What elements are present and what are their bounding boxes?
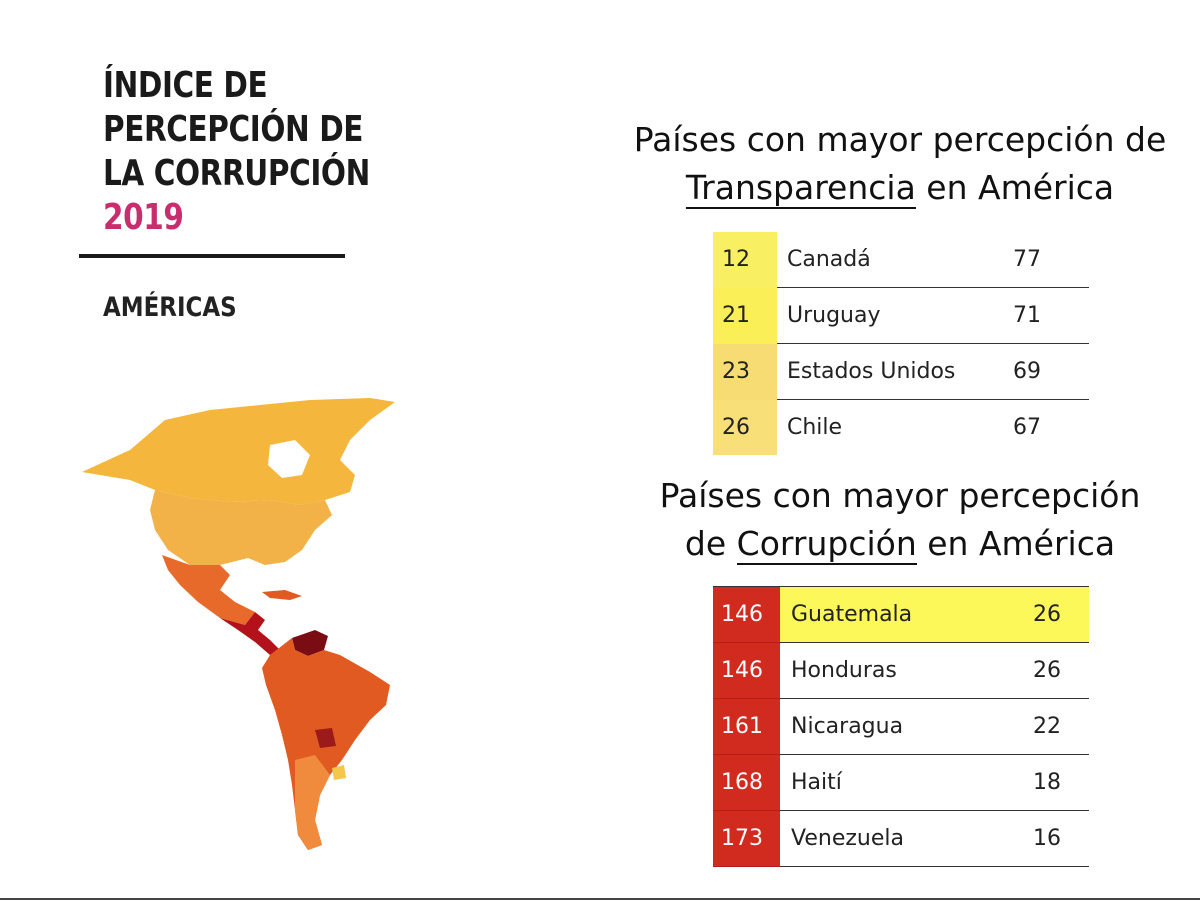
map-central-america (220, 612, 280, 655)
score-cell: 16 (1033, 810, 1089, 867)
country-cell: Guatemala (780, 586, 1033, 643)
country-cell: Haití (780, 754, 1033, 811)
table-row: 12 Canadá 77 (713, 232, 1089, 288)
country-cell: Chile (787, 415, 843, 440)
rank-cell: 26 (713, 399, 777, 455)
map-hudson-bay (268, 440, 310, 478)
report-title: ÍNDICE DE PERCEPCIÓN DE LA CORRUPCIÓN 20… (103, 64, 370, 240)
score-cell: 67 (1013, 415, 1041, 440)
table-row: 21 Uruguay 71 (713, 287, 1089, 344)
rank-cell: 146 (713, 586, 780, 643)
corruption-keyword: Corrupción (736, 524, 917, 565)
corruption-heading-rest: en América (916, 524, 1116, 563)
rank-cell: 173 (713, 810, 780, 867)
map-mexico (162, 555, 255, 625)
table-row: 161 Nicaragua 22 (713, 698, 1089, 755)
country-cell: Uruguay (777, 287, 1013, 344)
table-row: 173 Venezuela 16 (713, 810, 1089, 867)
map-chile-argentina (295, 755, 330, 850)
table-row: 23 Estados Unidos 69 (713, 343, 1089, 400)
score-cell: 71 (1013, 287, 1089, 344)
score-cell: 18 (1033, 754, 1089, 811)
title-line-3: LA CORRUPCIÓN (103, 153, 370, 194)
map-caribbean (262, 590, 302, 600)
corruption-table: 146 Guatemala 26 146 Honduras 26 161 Nic… (713, 586, 1089, 867)
title-divider (79, 254, 345, 258)
country-cell: Canadá (777, 232, 1013, 288)
rank-cell: 146 (713, 642, 780, 699)
map-uruguay (332, 765, 346, 780)
corruption-heading-line1: Países con mayor percepción (659, 476, 1141, 515)
transparency-keyword: Transparencia (685, 168, 916, 209)
rank-cell: 23 (713, 343, 777, 400)
corruption-heading: Países con mayor percepción de Corrupció… (620, 472, 1180, 568)
map-usa (150, 490, 332, 565)
table-row: 168 Haití 18 (713, 754, 1089, 811)
country-cell: Venezuela (780, 810, 1033, 867)
table-row: 146 Honduras 26 (713, 642, 1089, 699)
transparency-heading-line1: Países con mayor percepción de (633, 120, 1167, 159)
transparency-heading: Países con mayor percepción de Transpare… (620, 116, 1180, 212)
country-cell: Estados Unidos (777, 343, 1013, 400)
country-cell: Honduras (780, 642, 1033, 699)
table-row: 146 Guatemala 26 (713, 586, 1089, 643)
title-line-2: PERCEPCIÓN DE (103, 109, 364, 150)
table-row: 26 Chile 67 (713, 399, 1089, 455)
title-year: 2019 (103, 197, 184, 238)
rank-cell: 161 (713, 698, 780, 755)
transparency-heading-line2: Transparencia en América (620, 164, 1180, 212)
rank-cell: 21 (713, 287, 777, 344)
score-cell: 22 (1033, 698, 1089, 755)
map-venezuela (292, 630, 328, 656)
country-cell: Nicaragua (780, 698, 1033, 755)
transparency-heading-rest: en América (915, 168, 1115, 207)
americas-map-image (82, 398, 395, 850)
rank-cell: 12 (713, 232, 777, 288)
title-line-1: ÍNDICE DE (103, 65, 268, 106)
score-cell: 77 (1013, 232, 1089, 288)
region-label: AMÉRICAS (103, 292, 237, 323)
map-canada (82, 398, 395, 505)
footer-divider (0, 898, 1200, 900)
corruption-heading-prefix: de (684, 524, 737, 563)
corruption-heading-line2: de Corrupción en América (620, 520, 1180, 568)
score-cell: 26 (1033, 586, 1089, 643)
score-cell: 69 (1013, 343, 1089, 400)
score-cell: 26 (1033, 642, 1089, 699)
transparency-table: 12 Canadá 77 21 Uruguay 71 23 Estados Un… (713, 232, 1089, 455)
rank-cell: 168 (713, 754, 780, 811)
map-paraguay (315, 728, 336, 748)
